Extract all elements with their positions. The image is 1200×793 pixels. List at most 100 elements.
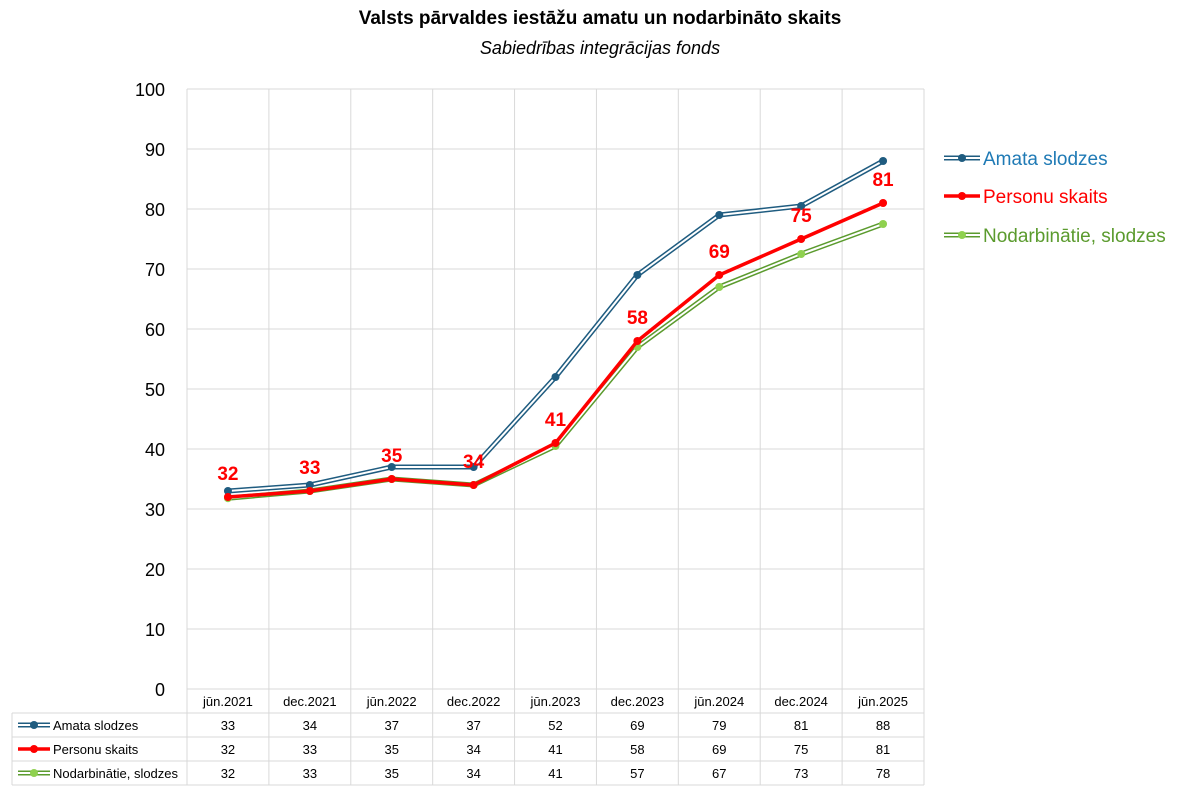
data-point [879,220,888,228]
table-legend-marker [30,721,38,729]
table-cell: 57 [630,766,644,781]
data-label: 41 [545,410,567,431]
table-cell: 78 [876,766,890,781]
series-lines [223,157,888,503]
data-label: 81 [872,170,894,191]
data-point [551,373,560,381]
data-point [387,475,396,483]
table-cell: 32 [221,766,235,781]
table-legend-marker [30,769,38,777]
table-cell: 81 [876,742,890,757]
data-point [223,493,232,501]
x-tick-label: jūn.2024 [693,694,744,709]
series-line-personu [227,201,884,499]
data-point [715,211,724,219]
data-point [305,487,314,495]
y-tick-label: 20 [145,560,165,580]
table-cell: 67 [712,766,726,781]
y-tick-label: 30 [145,500,165,520]
y-tick-label: 10 [145,620,165,640]
y-tick-label: 80 [145,200,165,220]
table-cell: 32 [221,742,235,757]
legend-label: Nodarbinātie, slodzes [983,226,1166,247]
x-tick-label: dec.2022 [447,694,501,709]
legend-marker [958,154,966,162]
data-label: 35 [381,446,403,467]
table-cell: 37 [384,718,398,733]
y-tick-label: 0 [155,680,165,700]
x-tick-label: dec.2023 [611,694,665,709]
y-tick-label: 100 [135,80,165,100]
table-cell: 58 [630,742,644,757]
data-label: 34 [463,452,485,473]
data-label: 33 [299,458,320,479]
legend-marker [958,231,966,239]
series-line-nodarbinatie-outline [227,221,884,501]
table-cell: 37 [466,718,480,733]
data-point [469,463,478,471]
table-legend-marker [30,745,38,753]
table-cell: 35 [384,766,398,781]
table-cell: 81 [794,718,808,733]
y-tick-label: 50 [145,380,165,400]
data-label: 75 [791,206,813,227]
x-tick-label: jūn.2023 [530,694,581,709]
y-tick-label: 90 [145,140,165,160]
table-cell: 69 [630,718,644,733]
x-tick-label: jūn.2022 [366,694,417,709]
legend: Amata slodzes Personu skaits Nodarbinātie,… [944,149,1166,247]
data-point [223,487,232,495]
table-cell: 79 [712,718,726,733]
y-tick-label: 60 [145,320,165,340]
data-label: 58 [627,308,648,329]
chart-title: Valsts pārvaldes iestāžu amatu un nodarb… [358,8,842,29]
table-cell: 35 [384,742,398,757]
table-cell: 41 [548,766,562,781]
table-cell: 33 [221,718,235,733]
table-cell: 33 [303,766,317,781]
y-tick-label: 70 [145,260,165,280]
data-point [633,271,642,279]
data-point [715,283,724,291]
data-point [797,250,806,258]
data-point [387,463,396,471]
table-row-label: Personu skaits [53,742,139,757]
data-point [469,481,478,489]
series-line-nodarbinatie-inner [227,223,884,500]
data-point [879,157,888,165]
data-point [715,271,724,279]
data-point [797,202,806,210]
table-cell: 33 [303,742,317,757]
legend-item: Personu skaits [944,187,1108,208]
table-cell: 69 [712,742,726,757]
x-tick-label: jūn.2025 [857,694,908,709]
y-axis: 0 10 20 30 40 50 60 70 80 90 100 [135,80,165,700]
table-cell: 88 [876,718,890,733]
legend-item: Amata slodzes [944,149,1108,170]
data-point [633,337,642,345]
table-cell: 52 [548,718,562,733]
x-tick-label: dec.2021 [283,694,337,709]
table-cell: 34 [466,766,480,781]
chart-subtitle: Sabiedrības integrācijas fonds [479,38,721,58]
data-label: 69 [709,242,730,263]
data-label: 32 [217,464,238,485]
grid-lines [186,88,925,785]
x-tick-label: dec.2024 [774,694,828,709]
table-row-label: Amata slodzes [53,718,139,733]
table-cell: 73 [794,766,808,781]
legend-marker [958,192,966,200]
data-point [305,481,314,489]
legend-label: Amata slodzes [983,149,1108,170]
data-point [797,235,806,243]
table-row-label: Nodarbinātie, slodzes [53,766,179,781]
x-tick-label: jūn.2021 [202,694,253,709]
data-point [551,439,560,447]
data-labels: 32 33 35 34 41 58 69 75 81 [217,170,894,485]
legend-item: Nodarbinātie, slodzes [944,226,1166,247]
legend-label: Personu skaits [983,187,1108,208]
data-point [879,199,888,207]
table-cell: 34 [303,718,317,733]
table-cell: 41 [548,742,562,757]
